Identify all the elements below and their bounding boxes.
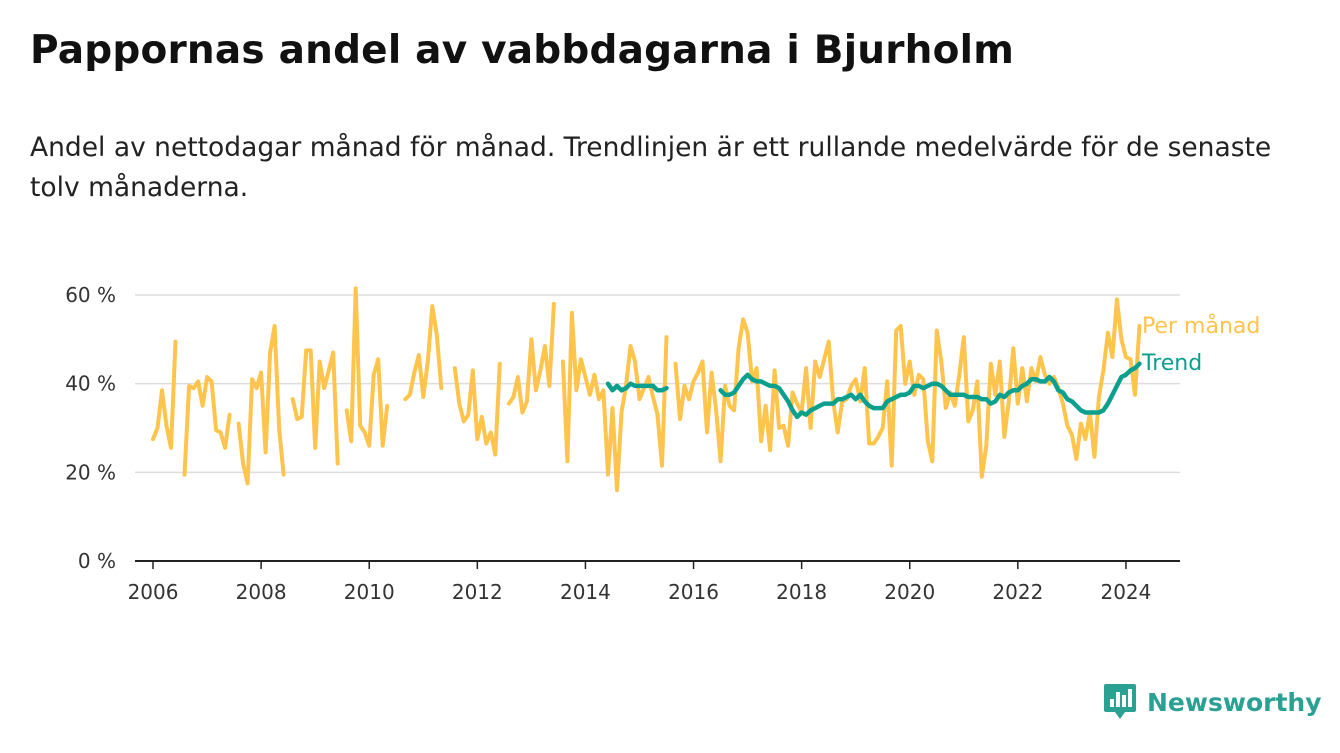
brand-name: Newsworthy <box>1147 687 1322 717</box>
series-line-trend <box>605 361 1142 420</box>
x-tick-label: 2018 <box>776 580 827 604</box>
x-tick-label: 2022 <box>992 580 1043 604</box>
x-tick-label: 2012 <box>452 580 503 604</box>
chart-title: Pappornas andel av vabbdagarna i Bjurhol… <box>30 28 1015 73</box>
series-line-per-månad <box>151 286 1142 493</box>
chart-subtitle: Andel av nettodagar månad för månad. Tre… <box>30 132 1272 203</box>
x-tick-label: 2006 <box>128 580 179 604</box>
y-tick-label: 20 % <box>65 460 116 484</box>
y-tick-label: 60 % <box>65 283 116 307</box>
x-axis: 2006 2008 2010 2012 2014 2016 2018 2020 2022 2024 <box>128 560 1180 604</box>
legend-label-per-månad: Per månad <box>1142 313 1260 339</box>
gridlines <box>135 294 1180 474</box>
y-tick-label: 0 % <box>78 549 116 573</box>
x-tick-label: 2020 <box>884 580 935 604</box>
legend: Per månad Trend <box>1141 313 1260 376</box>
y-axis-tick-labels: 0 % 20 % 40 % 60 % <box>65 283 116 573</box>
x-tick-label: 2008 <box>236 580 287 604</box>
x-tick-label: 2014 <box>560 580 611 604</box>
y-tick-label: 40 % <box>65 372 116 396</box>
x-tick-label: 2024 <box>1100 580 1151 604</box>
x-tick-label: 2016 <box>668 580 719 604</box>
newsworthy-logo-icon <box>1104 684 1136 719</box>
series-lines <box>151 286 1142 493</box>
x-tick-label: 2010 <box>344 580 395 604</box>
legend-label-trend: Trend <box>1141 351 1202 376</box>
newsworthy-brand[interactable]: Newsworthy <box>1103 682 1322 722</box>
